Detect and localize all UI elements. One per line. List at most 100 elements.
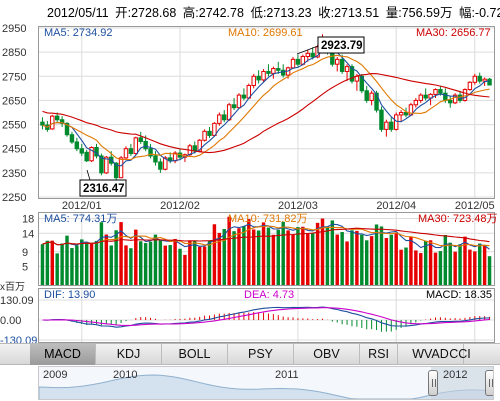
high-callout-label: 2923.79 [321, 40, 363, 52]
candle-body [359, 75, 365, 92]
macd-value-legend: MACD: 18.35 [426, 289, 492, 301]
volume-bar [482, 245, 487, 285]
volume-bar [473, 251, 477, 285]
candle-body [339, 58, 345, 72]
volume-bar [197, 246, 202, 285]
volume-bar [104, 234, 109, 285]
volume-bar [251, 229, 256, 285]
volume-bar [227, 216, 231, 285]
tab-wvad[interactable]: WVAD [398, 344, 464, 365]
candle-body [423, 94, 428, 99]
quote-high: 高:2742.78 [182, 6, 244, 20]
tab-macd[interactable]: MACD [30, 344, 96, 365]
time-range-navigator[interactable]: 2009 2010 2011 2012 [38, 366, 494, 400]
low-callout-label: 2316.47 [83, 183, 125, 195]
candle-body [364, 90, 369, 101]
volume-bar [173, 238, 177, 285]
volume-bar [389, 234, 394, 285]
volume-bar [70, 248, 74, 285]
price-y-tick: 2950 [2, 23, 26, 35]
tab-obv[interactable]: OBV [294, 344, 360, 365]
volume-y-tick: 14 [22, 228, 34, 240]
candle-body [374, 92, 379, 111]
quote-header: 2012/05/11 开:2728.68 高:2742.78 低:2713.23… [0, 0, 500, 26]
candle-body [290, 58, 296, 69]
volume-unit-label: x百万 [0, 281, 25, 293]
stock-chart[interactable]: 2950 2850 2750 2650 2550 2450 2350 2250 2012/01 2… [0, 0, 500, 343]
candle-body [487, 78, 492, 86]
tab-kdj[interactable]: KDJ [96, 344, 162, 365]
candle-body [398, 112, 404, 116]
volume-bar [286, 230, 290, 285]
volume-bar [256, 230, 261, 285]
candle-body [123, 148, 129, 159]
volume-bar [232, 231, 236, 285]
navigator-right-handle[interactable] [485, 370, 493, 396]
candle-body [452, 94, 458, 104]
price-y-tick: 2350 [2, 168, 26, 180]
candle-body [344, 66, 350, 72]
tab-psy[interactable]: PSY [228, 344, 294, 365]
volume-bar [212, 224, 217, 285]
volume-bar [350, 230, 354, 285]
volume-ma10-legend: MA10: 731.82万 [228, 213, 308, 225]
volume-bar [428, 240, 433, 285]
candle-body [54, 115, 60, 121]
candle-body [148, 148, 153, 157]
candle-body [79, 148, 84, 154]
volume-bar [487, 256, 492, 285]
volume-bar [468, 249, 472, 285]
candle-body [163, 157, 168, 170]
candle-body [50, 115, 55, 130]
volume-bar [99, 222, 104, 285]
candle-body [143, 140, 148, 150]
candle-body [256, 75, 261, 81]
macd-panel-frame [38, 288, 495, 343]
candle-body [251, 75, 256, 86]
volume-bar [65, 235, 69, 285]
volume-ma30-line [42, 227, 490, 246]
volume-bar [45, 240, 50, 285]
volume-bar [202, 246, 207, 285]
price-ma5-legend: MA5: 2734.92 [44, 27, 113, 39]
tab-boll[interactable]: BOLL [162, 344, 228, 365]
candle-body [59, 119, 65, 124]
navigator-left-handle[interactable] [428, 370, 438, 396]
volume-bar [261, 222, 266, 285]
candle-body [477, 75, 482, 82]
candle-body [231, 104, 237, 109]
candle-body [113, 162, 119, 179]
dif-line [42, 306, 490, 328]
candle-body [295, 58, 301, 65]
volume-bar [310, 233, 315, 285]
volume-bar [207, 240, 212, 285]
candle-body [310, 52, 315, 58]
volume-bar [129, 248, 133, 285]
candle-body [384, 121, 389, 130]
high-callout: 2923.79 [296, 36, 365, 55]
price-y-tick: 2450 [2, 144, 26, 156]
volume-bar [453, 251, 457, 285]
candle-body [69, 134, 75, 143]
volume-bar [188, 240, 192, 285]
volume-bar [163, 245, 168, 285]
candle-body [236, 94, 242, 109]
volume-ma10-line [42, 225, 490, 247]
volume-bar [394, 233, 398, 285]
candle-body [379, 109, 384, 130]
candle-body [158, 161, 163, 170]
tab-cci[interactable]: CCI [449, 347, 471, 361]
ma30-line [42, 73, 490, 154]
ma5-line [42, 49, 490, 167]
indicator-tabbar: MACD KDJ BOLL PSY OBV RSI WVAD CCI [0, 343, 500, 365]
volume-bar [419, 253, 423, 285]
volume-ma5-legend: MA5: 774.31万 [44, 213, 117, 225]
candle-body [271, 68, 276, 74]
volume-bar [50, 240, 55, 285]
volume-bar [281, 221, 285, 285]
tab-rsi[interactable]: RSI [360, 344, 398, 365]
price-y-tick: 2750 [2, 71, 26, 83]
volume-bar [330, 220, 335, 285]
volume-bar [138, 241, 143, 285]
volume-bar [443, 234, 448, 285]
